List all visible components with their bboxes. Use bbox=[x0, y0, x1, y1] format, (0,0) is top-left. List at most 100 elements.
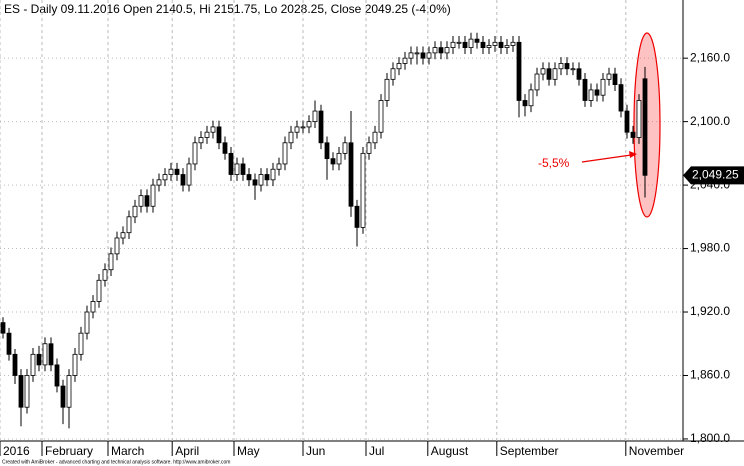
y-tick-label: 1,800.0 bbox=[690, 431, 730, 445]
candle-body bbox=[210, 126, 216, 133]
candle-body bbox=[576, 68, 582, 80]
candle-body bbox=[252, 179, 258, 186]
candle-body bbox=[642, 78, 648, 176]
candle-body bbox=[276, 163, 282, 170]
candle-body bbox=[402, 57, 408, 64]
candle-body bbox=[492, 41, 498, 46]
candle-body bbox=[528, 89, 534, 107]
x-tick-label: November bbox=[629, 444, 684, 458]
x-tick-label: Jul bbox=[369, 444, 384, 458]
candle-body bbox=[306, 121, 312, 128]
candle-body bbox=[216, 126, 222, 144]
x-tick-label: September bbox=[500, 444, 559, 458]
candle-body bbox=[96, 279, 102, 302]
candle-body bbox=[426, 52, 432, 59]
x-tick-label: March bbox=[111, 444, 144, 458]
candle-body bbox=[138, 195, 144, 207]
candle-body bbox=[390, 68, 396, 80]
candle-body bbox=[156, 179, 162, 186]
candle-body bbox=[372, 131, 378, 144]
candle-body bbox=[240, 163, 246, 175]
candle-body bbox=[84, 311, 90, 334]
candle-body bbox=[270, 168, 276, 181]
x-tick-label: Jun bbox=[306, 444, 325, 458]
candle-body bbox=[534, 73, 540, 91]
candle-body bbox=[582, 78, 588, 101]
candle-body bbox=[312, 110, 318, 123]
candle-body bbox=[546, 68, 552, 80]
candle-body bbox=[162, 174, 168, 181]
candle-body bbox=[330, 158, 336, 165]
candle-body bbox=[204, 131, 210, 138]
candle-body bbox=[456, 41, 462, 44]
candle-body bbox=[504, 45, 510, 48]
candle-body bbox=[438, 47, 444, 54]
candle-body bbox=[600, 78, 606, 96]
candle-body bbox=[318, 110, 324, 144]
candle-body bbox=[150, 184, 156, 207]
candle-body bbox=[48, 343, 54, 366]
candle-body bbox=[288, 131, 294, 144]
candle-body bbox=[588, 89, 594, 101]
candle-body bbox=[342, 142, 348, 154]
candle-body bbox=[228, 152, 234, 175]
candle-body bbox=[564, 63, 570, 70]
candle-body bbox=[198, 137, 204, 144]
y-tick-label: 1,860.0 bbox=[690, 368, 730, 382]
last-price-label: 2,049.25 bbox=[692, 167, 739, 181]
x-tick-label: August bbox=[431, 444, 469, 458]
x-tick-label: April bbox=[175, 444, 199, 458]
candle-body bbox=[486, 45, 492, 48]
candle-body bbox=[510, 41, 516, 46]
candle-body bbox=[414, 52, 420, 55]
candle-body bbox=[360, 152, 366, 228]
candle-body bbox=[0, 322, 6, 334]
arrow-line bbox=[581, 154, 632, 163]
candle-body bbox=[552, 68, 558, 80]
footer: Created with AmiBroker - advanced charti… bbox=[2, 459, 230, 465]
candle-body bbox=[282, 142, 288, 165]
arrow-head bbox=[629, 151, 637, 158]
candle-body bbox=[354, 205, 360, 228]
y-tick-label: 1,980.0 bbox=[690, 241, 730, 255]
candle-body bbox=[66, 375, 72, 408]
candle-body bbox=[24, 375, 30, 408]
y-tick-label: 1,920.0 bbox=[690, 304, 730, 318]
candle-body bbox=[474, 38, 480, 43]
candle-body bbox=[102, 269, 108, 281]
candle-body bbox=[186, 163, 192, 186]
candle-body bbox=[408, 52, 414, 59]
candle-body bbox=[636, 100, 642, 138]
candle-body bbox=[120, 232, 126, 239]
candle-body bbox=[6, 332, 12, 355]
candle-body bbox=[114, 237, 120, 255]
candle-body bbox=[30, 353, 36, 376]
candle-body bbox=[612, 73, 618, 86]
candle-body bbox=[336, 152, 342, 165]
candle-body bbox=[384, 78, 390, 101]
chart-title: ES - Daily 09.11.2016 Open 2140.5, Hi 21… bbox=[4, 2, 451, 16]
candle-body bbox=[60, 385, 66, 408]
candle-body bbox=[264, 174, 270, 181]
candle-body bbox=[12, 353, 18, 376]
candle-body bbox=[594, 89, 600, 96]
candle-body bbox=[522, 100, 528, 107]
candle-body bbox=[294, 126, 300, 133]
candle-body bbox=[258, 174, 264, 186]
candle-body bbox=[180, 174, 186, 186]
candle-body bbox=[300, 126, 306, 129]
x-tick-label: 2016 bbox=[3, 444, 30, 458]
candle-body bbox=[444, 47, 450, 54]
y-tick-label: 2,100.0 bbox=[690, 114, 730, 128]
candle-body bbox=[480, 41, 486, 48]
candle-body bbox=[246, 174, 252, 181]
candle-body bbox=[630, 131, 636, 138]
candle-body bbox=[606, 73, 612, 80]
candle-body bbox=[324, 142, 330, 160]
candle-body bbox=[378, 100, 384, 133]
candle-body bbox=[78, 332, 84, 355]
candle-body bbox=[432, 47, 438, 54]
candle-body bbox=[516, 41, 522, 101]
